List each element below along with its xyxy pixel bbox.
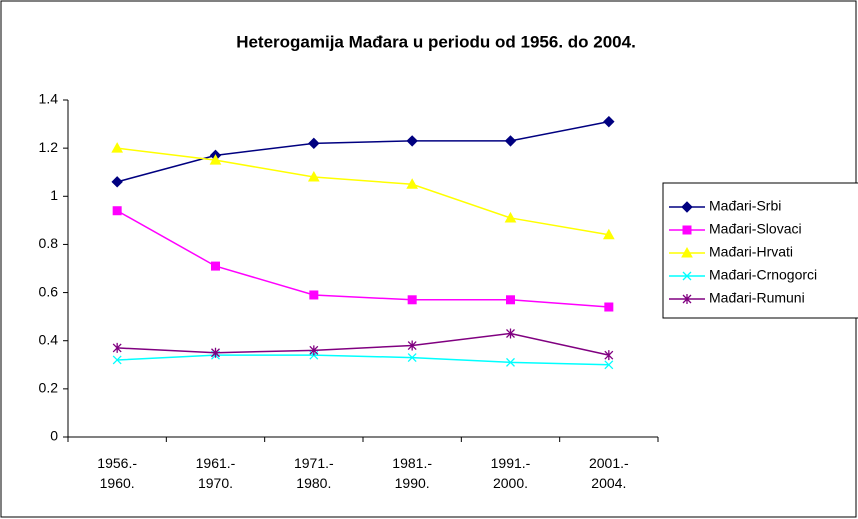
x-tick-label: 1956.- 1960. <box>97 455 137 491</box>
marker <box>211 347 220 358</box>
x-tick-label: 1991.- 2000. <box>490 455 531 491</box>
series-line <box>117 354 609 366</box>
marker <box>504 211 517 223</box>
marker <box>112 342 122 353</box>
marker <box>112 206 122 216</box>
legend-label: Mađari-Hrvati <box>709 244 793 260</box>
marker <box>604 350 614 361</box>
marker <box>681 246 693 258</box>
marker <box>209 154 222 165</box>
x-tick-label: 1981.- 1990. <box>392 455 432 491</box>
x-tick-label: 1961.- 1970. <box>195 455 236 491</box>
marker <box>604 302 614 312</box>
legend-label: Mađari-Rumuni <box>709 290 805 306</box>
y-tick-label: 0.2 <box>39 380 59 396</box>
marker <box>406 178 419 189</box>
legend-label: Mađari-Slovaci <box>709 221 802 237</box>
x-tick-label: 1971.- 1980. <box>293 455 334 491</box>
marker <box>604 360 614 370</box>
marker <box>111 142 124 153</box>
marker <box>112 355 122 365</box>
y-tick-label: 1.4 <box>39 91 59 107</box>
marker <box>211 261 220 271</box>
marker <box>111 176 123 188</box>
y-tick-label: 1 <box>50 187 58 203</box>
series-line <box>116 120 609 183</box>
marker <box>603 115 615 128</box>
marker <box>681 201 693 213</box>
series-line <box>117 332 609 356</box>
x-tick-label: 2001.- 2004. <box>588 455 629 491</box>
y-tick-label: 0 <box>50 428 58 444</box>
marker <box>307 170 320 182</box>
marker <box>506 328 515 339</box>
marker <box>506 357 515 367</box>
marker <box>506 295 515 305</box>
marker <box>407 353 417 363</box>
y-tick-label: 0.4 <box>39 331 59 347</box>
series-line <box>116 210 609 308</box>
marker <box>308 137 320 150</box>
y-tick-label: 0.6 <box>39 283 59 299</box>
marker <box>309 290 319 300</box>
series-line <box>117 147 609 236</box>
marker <box>309 345 319 356</box>
marker <box>406 135 418 147</box>
legend-label: Mađari-Crnogorci <box>709 267 817 283</box>
y-tick-label: 0.8 <box>39 235 59 251</box>
marker <box>407 340 417 351</box>
legend-label: Mađari-Srbi <box>709 198 781 214</box>
marker <box>407 295 417 305</box>
marker <box>682 225 692 235</box>
marker <box>504 135 517 147</box>
legend-box <box>662 182 858 319</box>
marker <box>682 271 692 281</box>
chart-title: Heterogamija Mađara u periodu od 1956. d… <box>236 32 636 51</box>
marker <box>602 228 615 240</box>
y-tick-label: 1.2 <box>39 139 59 155</box>
marker <box>682 294 692 304</box>
